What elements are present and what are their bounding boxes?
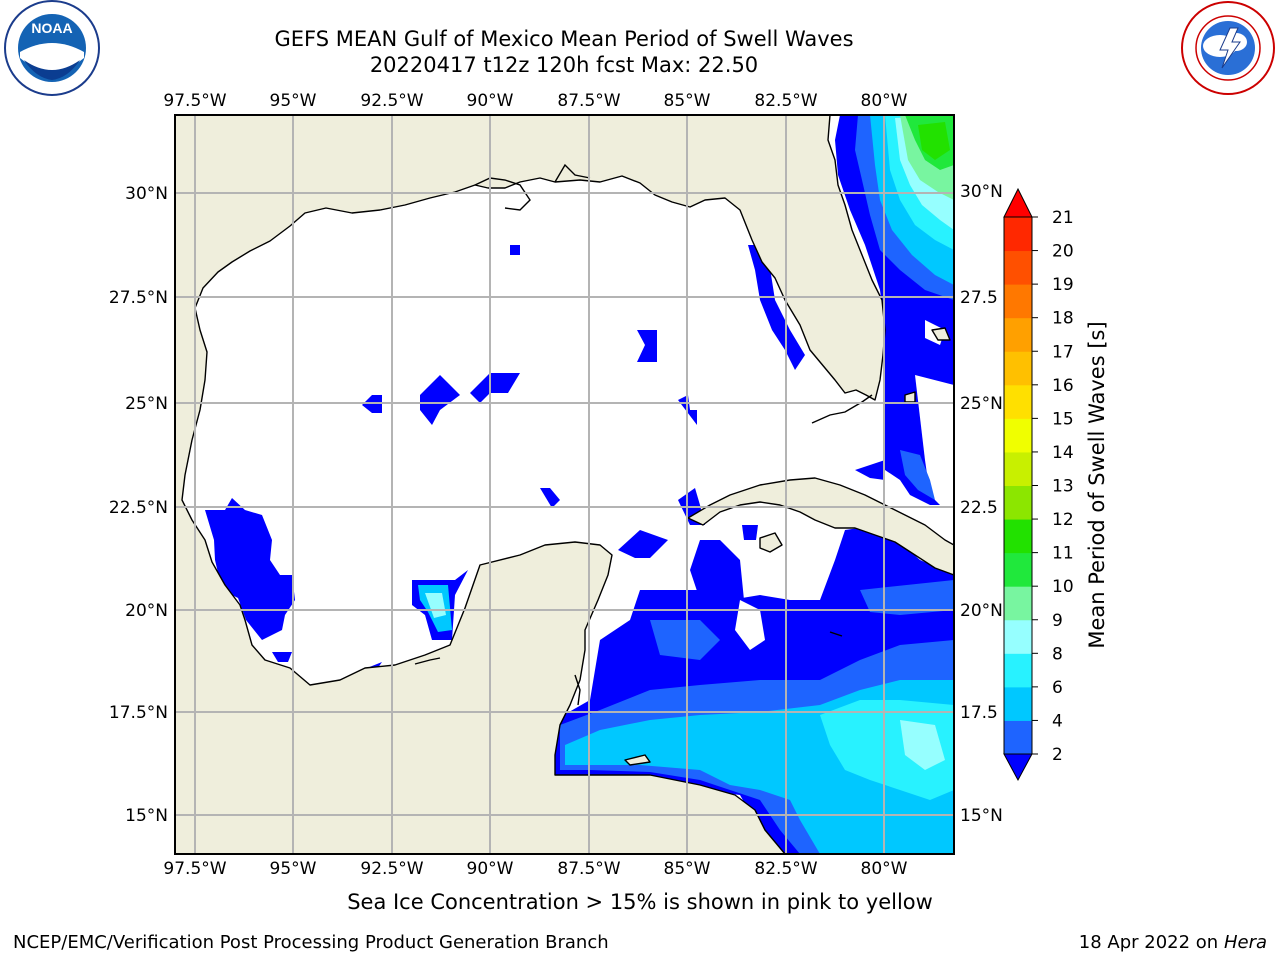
lat-label: 27.5°N [109,288,168,308]
colorbar-segment [1004,351,1032,386]
colorbar-segment [1004,519,1032,554]
noaa-logo-text: NOAA [31,20,72,36]
lat-label: 17.5°N [109,703,168,723]
lon-label: 87.5°W [557,91,620,111]
colorbar-segment [1004,552,1032,587]
colorbar-tick-label: 8 [1052,644,1063,664]
lon-label: 92.5°W [360,91,423,111]
chart-title: GEFS MEAN Gulf of Mexico Mean Period of … [274,26,853,78]
colorbar-tick-label: 15 [1052,409,1074,429]
lon-label: 95°W [270,859,317,879]
colorbar-segment [1004,619,1032,654]
lat-label: 20°N [960,601,1003,621]
colorbar-tick-label: 17 [1052,342,1074,362]
colorbar-tick-label: 20 [1052,242,1074,262]
lat-label: 17.5 [960,703,998,723]
lat-labels-right: 30°N 27.5 25°N 22.5 20°N 17.5 15°N [960,182,1003,826]
colorbar-segment [1004,284,1032,319]
lon-labels-top: 97.5°W 95°W 92.5°W 90°W 87.5°W 85°W 82.5… [163,91,907,111]
colorbar-tick-label: 12 [1052,510,1074,530]
colorbar-tick-label: 2 [1052,745,1063,765]
colorbar-label: Mean Period of Swell Waves [s] [1085,321,1109,648]
noaa-logo: NOAA [4,0,100,96]
title-line-2: 20220417 t12z 120h fcst Max: 22.50 [369,53,759,77]
colorbar-segment [1004,317,1032,352]
lat-label: 25°N [125,394,168,414]
colorbar-tick-label: 19 [1052,275,1074,295]
colorbar-segment [1004,586,1032,621]
north-america-land [175,115,886,854]
isle-of-youth [759,532,783,553]
colorbar-segment [1004,653,1032,688]
host-name: Hera [1223,932,1267,953]
lon-label: 97.5°W [163,859,226,879]
credit-text: NCEP/EMC/Verification Post Processing Pr… [13,932,609,953]
colorbar-tick-label: 21 [1052,208,1074,228]
lon-label: 90°W [467,859,514,879]
colorbar-segment [1004,217,1032,252]
lon-label: 85°W [664,859,711,879]
colorbar-tick-label: 6 [1052,678,1063,698]
nws-logo [1181,1,1275,95]
lat-label: 20°N [125,601,168,621]
lat-label: 22.5 [960,498,998,518]
lon-label: 80°W [861,859,908,879]
colorbar-tick-label: 18 [1052,309,1074,329]
colorbar-segment [1004,485,1032,520]
lon-label: 82.5°W [754,91,817,111]
map-plot-area [175,115,954,854]
sea-ice-note: Sea Ice Concentration > 15% is shown in … [347,890,933,914]
colorbar-tick-label: 16 [1052,376,1074,396]
lon-label: 90°W [467,91,514,111]
lon-label: 80°W [861,91,908,111]
lon-label: 87.5°W [557,859,620,879]
lon-label: 92.5°W [360,859,423,879]
lat-label: 30°N [960,182,1003,202]
render-date: 18 Apr 2022 on Hera [1079,932,1267,953]
land-masses [175,115,954,854]
lat-labels-left: 30°N 27.5°N 25°N 22.5°N 20°N 17.5°N 15°N [109,184,168,826]
lat-label: 27.5 [960,288,998,308]
lon-label: 85°W [664,91,711,111]
colorbar-tick-label: 13 [1052,477,1074,497]
title-line-1: GEFS MEAN Gulf of Mexico Mean Period of … [274,27,854,51]
swell-period-contours [205,115,954,854]
lon-label: 95°W [270,91,317,111]
colorbar-extend-high [1003,187,1033,218]
colorbar-segment [1004,451,1032,486]
lat-label: 15°N [960,806,1003,826]
colorbar: 2 4 6 8 9 10 11 12 13 14 15 16 17 18 19 20 21 [1003,187,1074,782]
colorbar-tick-label: 9 [1052,611,1063,631]
colorbar-tick-label: 4 [1052,711,1063,731]
lat-label: 25°N [960,394,1003,414]
graticule [175,115,954,854]
lon-labels-bottom: 97.5°W 95°W 92.5°W 90°W 87.5°W 85°W 82.5… [163,859,907,879]
colorbar-extend-low [1003,753,1033,782]
colorbar-segment [1004,250,1032,285]
render-date-text: 18 Apr 2022 on [1078,932,1219,953]
colorbar-tick-label: 14 [1052,443,1074,463]
lat-label: 30°N [125,184,168,204]
lat-label: 22.5°N [109,498,168,518]
map-frame [174,114,955,855]
colorbar-segment [1004,720,1032,755]
colorbar-segment [1004,686,1032,721]
colorbar-segment [1004,418,1032,453]
lat-label: 15°N [125,806,168,826]
colorbar-tick-label: 11 [1052,544,1074,564]
colorbar-tick-label: 10 [1052,577,1074,597]
lon-label: 97.5°W [163,91,226,111]
colorbar-segment [1004,384,1032,419]
cuba-land [687,477,954,576]
lon-label: 82.5°W [754,859,817,879]
